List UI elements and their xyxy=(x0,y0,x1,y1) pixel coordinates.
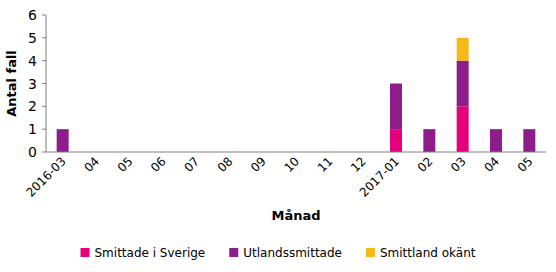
x-tick-label: 03 xyxy=(448,154,469,175)
y-tick xyxy=(42,83,46,84)
chart-svg: 01234562016-030405060708091011122017-010… xyxy=(0,0,556,272)
bar-segment xyxy=(57,129,69,152)
y-tick xyxy=(42,106,46,107)
bars xyxy=(57,38,536,152)
bar-segment xyxy=(523,129,535,130)
legend-swatch xyxy=(366,248,375,257)
legend-label: Smittade i Sverige xyxy=(95,246,206,260)
x-tick-label: 09 xyxy=(248,154,269,175)
y-axis-title: Antal fall xyxy=(4,50,19,117)
chart-container: 01234562016-030405060708091011122017-010… xyxy=(0,0,556,272)
x-tick-label: 10 xyxy=(281,154,302,175)
bar-segment xyxy=(390,129,402,152)
y-tick-label: 6 xyxy=(28,7,37,23)
x-tick-label: 07 xyxy=(181,154,202,175)
x-tick-label: 04 xyxy=(81,154,102,175)
bar-segment xyxy=(57,129,69,130)
legend-swatch xyxy=(229,248,238,257)
x-tick-label: 2016-03 xyxy=(23,154,68,199)
bar-segment xyxy=(423,129,435,152)
x-tick-label: 05 xyxy=(115,154,136,175)
x-tick-label: 08 xyxy=(215,154,236,175)
y-tick-label: 2 xyxy=(28,98,37,114)
y-tick-label: 3 xyxy=(28,76,37,92)
bar-segment xyxy=(490,129,502,130)
bar-segment xyxy=(457,61,469,107)
x-axis-line xyxy=(46,152,546,153)
x-tick-label: 06 xyxy=(148,154,169,175)
x-tick-label: 2017-01 xyxy=(357,154,402,199)
x-tick-label: 11 xyxy=(315,154,336,175)
bar-segment xyxy=(490,129,502,152)
x-tick-label: 02 xyxy=(415,154,436,175)
x-tick-label: 12 xyxy=(348,154,369,175)
x-tick-label: 05 xyxy=(515,154,536,175)
bar-segment xyxy=(457,106,469,152)
y-tick-label: 0 xyxy=(28,144,37,160)
y-tick-label: 5 xyxy=(28,30,37,46)
y-tick-label: 1 xyxy=(28,121,37,137)
x-tick-label: 04 xyxy=(481,154,502,175)
bar-segment xyxy=(390,84,402,130)
y-tick xyxy=(42,15,46,16)
legend-label: Utlandssmittade xyxy=(243,246,342,260)
y-tick-label: 4 xyxy=(28,53,37,69)
y-tick xyxy=(42,129,46,130)
x-axis-title: Månad xyxy=(271,208,320,223)
legend-swatch xyxy=(81,248,90,257)
bar-segment xyxy=(390,83,402,84)
bar-segment xyxy=(523,129,535,152)
y-tick xyxy=(42,60,46,61)
bar-segment xyxy=(457,38,469,61)
bar-segment xyxy=(423,129,435,130)
y-tick xyxy=(42,37,46,38)
legend-label: Smittland okänt xyxy=(380,246,476,260)
legend: Smittade i Sverige Utlandssmittade Smittla… xyxy=(81,246,476,260)
y-tick xyxy=(42,152,46,153)
